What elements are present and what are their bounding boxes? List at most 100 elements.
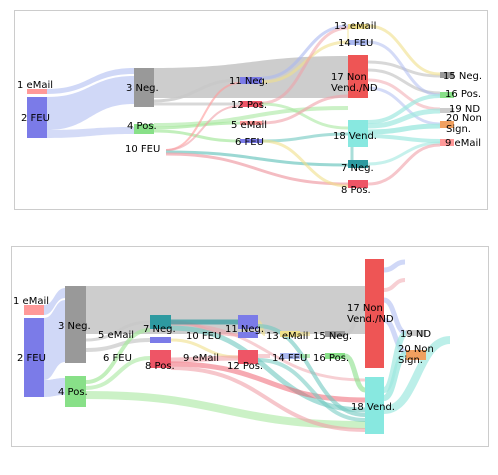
link-8-12 (170, 355, 239, 363)
link-12-18 (261, 102, 349, 130)
link-3-5 (85, 320, 151, 342)
top-nodes (27, 24, 454, 188)
link-4-18 (153, 106, 349, 127)
label-6-feu: 6 FEU (103, 353, 132, 364)
link-4-7 (85, 328, 151, 384)
link-17-19 (367, 78, 441, 111)
label-4-pos: 4 Pos. (58, 387, 88, 398)
node-18-vend (348, 120, 368, 147)
link-17-20 (367, 86, 441, 126)
link-18-16 (367, 94, 441, 124)
top-labels: 1 eMail 2 FEU 3 Neg. 4 Pos. 10 FEU 11 Neg. 12 … (17, 21, 482, 196)
node-11-neg (240, 77, 262, 84)
node-18-vend (365, 377, 384, 434)
label-15-neg: 15 Neg. (443, 71, 482, 82)
link-1-3 (44, 288, 65, 315)
link-12-18 (257, 358, 366, 422)
node-1-email (24, 305, 44, 315)
link-10-12 (165, 105, 241, 151)
node-15-neg (440, 72, 454, 78)
label-2-feu: 2 FEU (17, 353, 46, 364)
link-18-20 (367, 123, 441, 135)
node-14-feu (280, 353, 300, 359)
node-11-neg (238, 315, 258, 329)
link-3-11 (153, 78, 241, 103)
link-7-9 (367, 141, 441, 166)
label-2-feu: 2 FEU (21, 113, 50, 124)
node-10-feu (238, 332, 258, 338)
node-16-pos (325, 353, 345, 359)
label-12-pos: 12 Pos. (231, 100, 267, 111)
label-6-feu: 6 FEU (235, 137, 264, 148)
link-15-17 (344, 308, 366, 336)
label-1-email: 1 eMail (17, 80, 53, 91)
node-19-nd (406, 330, 426, 336)
link-16-18 (344, 353, 366, 393)
link-12-13 (261, 26, 349, 105)
node-13-email (280, 331, 300, 337)
node-20-nonsign (440, 121, 454, 128)
link-4-8 (85, 356, 151, 390)
label-1-email: 1 eMail (13, 296, 49, 307)
label-16-pos: 16 Pos. (445, 89, 481, 100)
label-17-nonvend: 17 Non Vend./ND (331, 72, 378, 94)
link-8-18 (170, 366, 366, 432)
label-5-email: 5 eMail (98, 330, 134, 341)
node-2-feu (24, 318, 44, 397)
link-6-8 (261, 139, 349, 188)
link-11-14 (261, 40, 349, 84)
node-7-neg (150, 315, 171, 329)
bottom-labels: 1 eMail 2 FEU 3 Neg. 4 Pos. 5 eMail 6 FEU 7 Ne… (13, 296, 434, 413)
link-17-20 (383, 317, 407, 355)
node-4-pos (65, 376, 86, 407)
label-5-email: 5 eMail (231, 120, 267, 131)
node-19-nd (440, 108, 454, 113)
node-16-pos (440, 92, 454, 98)
link-2-3 (44, 300, 65, 380)
label-8-pos: 8 Pos. (341, 185, 371, 196)
label-7-neg: 7 Neg. (143, 324, 176, 335)
link-10-7 (165, 150, 349, 167)
node-4-pos (134, 124, 154, 134)
node-20-nonsign (406, 350, 426, 360)
label-9-email: 9 eMail (183, 353, 219, 364)
node-1-email (27, 89, 47, 94)
label-3-neg: 3 Neg. (58, 321, 91, 332)
link-10-8 (165, 152, 349, 186)
link-2-4 (44, 378, 65, 397)
node-2-feu (27, 97, 47, 138)
label-20-nonsign: 20 Non Sign. (446, 113, 482, 135)
label-15-neg: 15 Neg. (313, 331, 352, 342)
label-7-neg: 7 Neg. (341, 163, 374, 174)
label-19-nd: 19 ND (449, 104, 480, 115)
link-1-3 (47, 68, 134, 94)
bottom-links (44, 259, 451, 432)
label-10-feu: 10 FEU (125, 144, 160, 155)
link-8-9 (367, 143, 441, 186)
node-13-email (348, 24, 368, 29)
link-17-out (383, 259, 406, 273)
node-12-pos (240, 101, 262, 107)
label-17-nonvend: 17 Non Vend./ND (347, 303, 394, 325)
label-16-pos: 16 Pos. (313, 353, 349, 364)
link-17-out-pink (383, 278, 406, 292)
link-3-6 (85, 338, 151, 352)
label-8-pos: 8 Pos. (145, 361, 175, 372)
label-19-nd: 19 ND (400, 329, 431, 340)
node-3-neg (134, 68, 154, 107)
link-18-out (383, 336, 451, 414)
node-6-feu (150, 337, 171, 343)
link-5-17 (261, 94, 349, 125)
label-11-neg: 11 Neg. (225, 324, 264, 335)
label-13-email: 13 eMail (334, 21, 376, 32)
label-18-vend: 18 Vend. (351, 402, 395, 413)
label-3-neg: 3 Neg. (126, 83, 159, 94)
label-4-pos: 4 Pos. (127, 121, 157, 132)
link-13-15 (367, 24, 441, 76)
link-11-13 (261, 24, 349, 80)
bottom-nodes (24, 259, 426, 434)
link-18-20 (382, 351, 408, 401)
node-3-neg (65, 286, 86, 363)
label-14-feu: 14 FEU (338, 38, 373, 49)
